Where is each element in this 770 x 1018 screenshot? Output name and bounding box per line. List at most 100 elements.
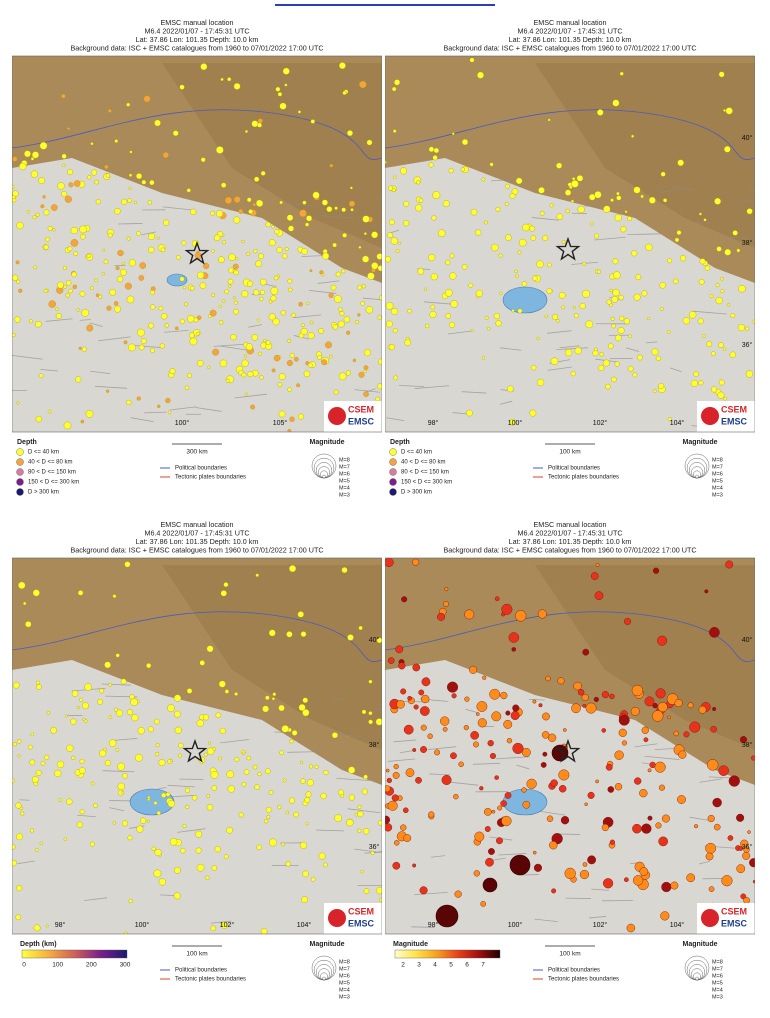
- event-dot: [281, 725, 290, 733]
- political-boundary: [12, 109, 382, 160]
- event-dot: [723, 145, 731, 153]
- event-dot: [32, 215, 37, 220]
- event-dot: [363, 349, 372, 357]
- event-dot: [715, 297, 723, 305]
- event-dot: [674, 699, 683, 708]
- relief-ridge: [118, 223, 143, 225]
- event-dot: [515, 177, 523, 185]
- event-dot: [480, 901, 487, 907]
- relief-ridge: [461, 391, 487, 394]
- lon-label: 100°: [135, 921, 150, 929]
- event-dot: [226, 770, 234, 779]
- event-dot: [417, 268, 425, 275]
- event-dot: [300, 778, 306, 784]
- event-dot: [341, 269, 346, 274]
- magnitude-label: M=5: [712, 980, 723, 986]
- event-dot: [705, 852, 714, 861]
- magnitude-label: M=7: [339, 464, 350, 470]
- event-dot: [287, 428, 292, 432]
- event-dot: [398, 662, 406, 670]
- event-dot: [286, 359, 293, 367]
- magnitude-label: M=3: [712, 994, 723, 1000]
- event-dot: [277, 805, 282, 810]
- event-dot: [348, 200, 356, 207]
- event-dot: [442, 200, 450, 207]
- event-dot: [616, 195, 622, 201]
- event-dot: [470, 731, 479, 740]
- event-dot: [475, 229, 482, 236]
- event-dot: [549, 203, 554, 208]
- event-dot: [651, 348, 659, 356]
- event-dot: [618, 714, 630, 726]
- event-dot: [255, 260, 262, 268]
- lon-label: 104°: [297, 921, 312, 929]
- event-dot: [363, 365, 369, 371]
- event-dot: [130, 698, 138, 706]
- event-dot: [57, 182, 65, 190]
- event-dot: [641, 823, 652, 834]
- event-dot: [146, 819, 150, 823]
- event-dot: [594, 591, 604, 601]
- event-dot: [571, 703, 581, 714]
- event-dot: [50, 204, 58, 211]
- magnitude-label: M=8: [712, 457, 723, 463]
- event-dot: [357, 828, 362, 833]
- event-dot: [211, 249, 215, 253]
- event-dot: [398, 241, 402, 245]
- relief-ridge: [692, 310, 727, 315]
- event-dot: [306, 779, 314, 787]
- event-dot: [647, 815, 653, 821]
- event-dot: [433, 147, 440, 154]
- event-dot: [647, 768, 652, 773]
- event-dot: [167, 799, 176, 808]
- event-dot: [511, 309, 515, 313]
- event-dot: [428, 162, 434, 168]
- event-dot: [448, 168, 454, 174]
- event-dot: [558, 291, 566, 299]
- event-dot: [274, 229, 280, 235]
- event-dot: [466, 409, 473, 417]
- event-dot: [20, 811, 25, 816]
- event-dot: [305, 791, 312, 798]
- event-dot: [338, 789, 344, 796]
- event-dot: [173, 694, 182, 702]
- event-dot: [598, 364, 605, 372]
- event-dot: [42, 195, 46, 199]
- event-dot: [489, 752, 496, 759]
- event-dot: [371, 231, 379, 239]
- event-dot: [44, 754, 50, 760]
- event-dot: [196, 719, 204, 727]
- event-dot: [233, 82, 241, 90]
- event-dot: [228, 284, 232, 288]
- event-dot: [363, 888, 370, 894]
- political-boundary: [12, 611, 382, 662]
- event-dot: [196, 863, 205, 872]
- event-dot: [366, 139, 373, 146]
- event-dot: [503, 719, 513, 729]
- event-dot: [385, 768, 390, 773]
- event-dot: [288, 565, 297, 573]
- relief-ridge: [531, 217, 559, 221]
- event-dot: [279, 102, 287, 110]
- event-dot: [299, 841, 308, 849]
- event-dot: [582, 648, 590, 656]
- event-dot: [270, 287, 279, 295]
- event-dot: [324, 341, 332, 349]
- event-dot: [54, 769, 62, 778]
- event-dot: [576, 175, 584, 182]
- event-dot: [601, 728, 607, 733]
- event-dot: [40, 204, 45, 209]
- event-dot: [449, 253, 455, 259]
- event-dot: [156, 810, 161, 816]
- event-dot: [393, 175, 397, 179]
- relief-ridge: [164, 329, 189, 333]
- event-dot: [469, 57, 475, 63]
- magnitude-label: M=7: [339, 966, 350, 972]
- lat-label: 40°: [369, 636, 380, 644]
- event-dot: [597, 269, 601, 274]
- event-dot: [81, 346, 87, 352]
- lat-label: 40°: [742, 134, 753, 142]
- event-dot: [341, 567, 348, 574]
- event-dot: [556, 319, 560, 323]
